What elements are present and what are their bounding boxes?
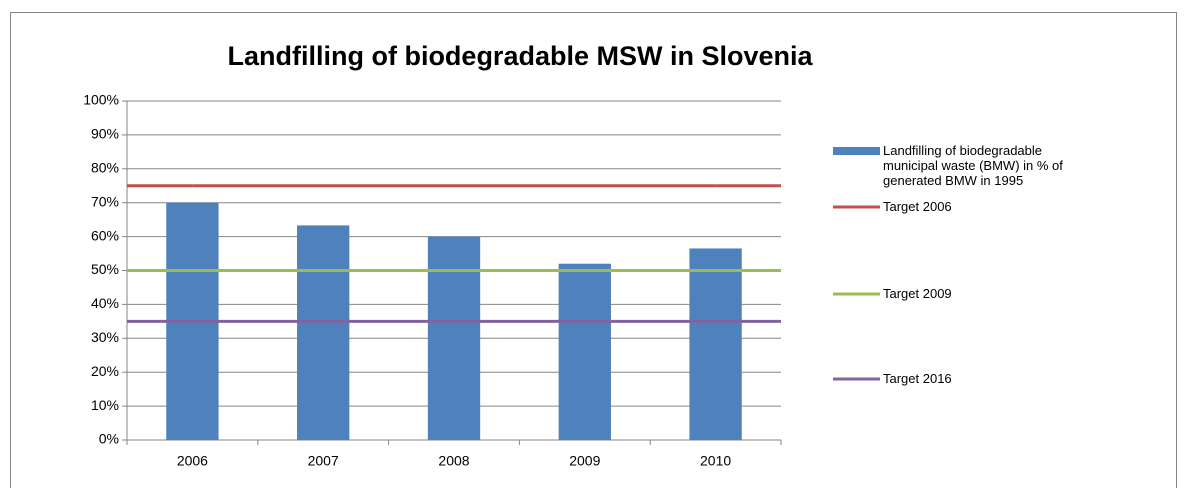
x-tick-label: 2007 — [308, 453, 339, 469]
y-tick-label: 50% — [91, 261, 119, 277]
y-tick-label: 80% — [91, 160, 119, 176]
y-tick-label: 40% — [91, 295, 119, 311]
legend-label: Target 2016 — [883, 371, 952, 386]
y-tick-label: 20% — [91, 363, 119, 379]
bar — [689, 248, 742, 440]
y-tick-label: 30% — [91, 329, 119, 345]
chart-title: Landfilling of biodegradable MSW in Slov… — [227, 41, 813, 71]
x-tick-label: 2010 — [700, 453, 731, 469]
legend-swatch — [833, 147, 880, 155]
legend-label: Landfilling of biodegradable municipal w… — [883, 143, 1063, 188]
y-tick-label: 90% — [91, 126, 119, 142]
bar — [297, 225, 350, 440]
y-tick-label: 10% — [91, 397, 119, 413]
bar — [558, 263, 611, 440]
bar — [427, 236, 481, 440]
y-tick-label: 100% — [83, 92, 119, 108]
x-tick-label: 2006 — [177, 453, 208, 469]
y-tick-label: 0% — [99, 431, 119, 447]
y-tick-label: 60% — [91, 227, 119, 243]
x-tick-label: 2008 — [438, 453, 469, 469]
chart-border — [10, 12, 1177, 488]
x-tick-label: 2009 — [569, 453, 600, 469]
legend-label: Target 2006 — [883, 199, 952, 214]
y-tick-label: 70% — [91, 193, 119, 209]
legend-label: Target 2009 — [883, 286, 952, 301]
